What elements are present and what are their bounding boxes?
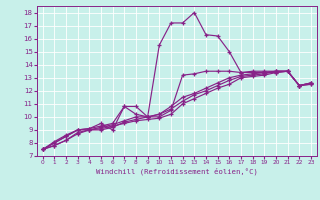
X-axis label: Windchill (Refroidissement éolien,°C): Windchill (Refroidissement éolien,°C)	[96, 168, 258, 175]
